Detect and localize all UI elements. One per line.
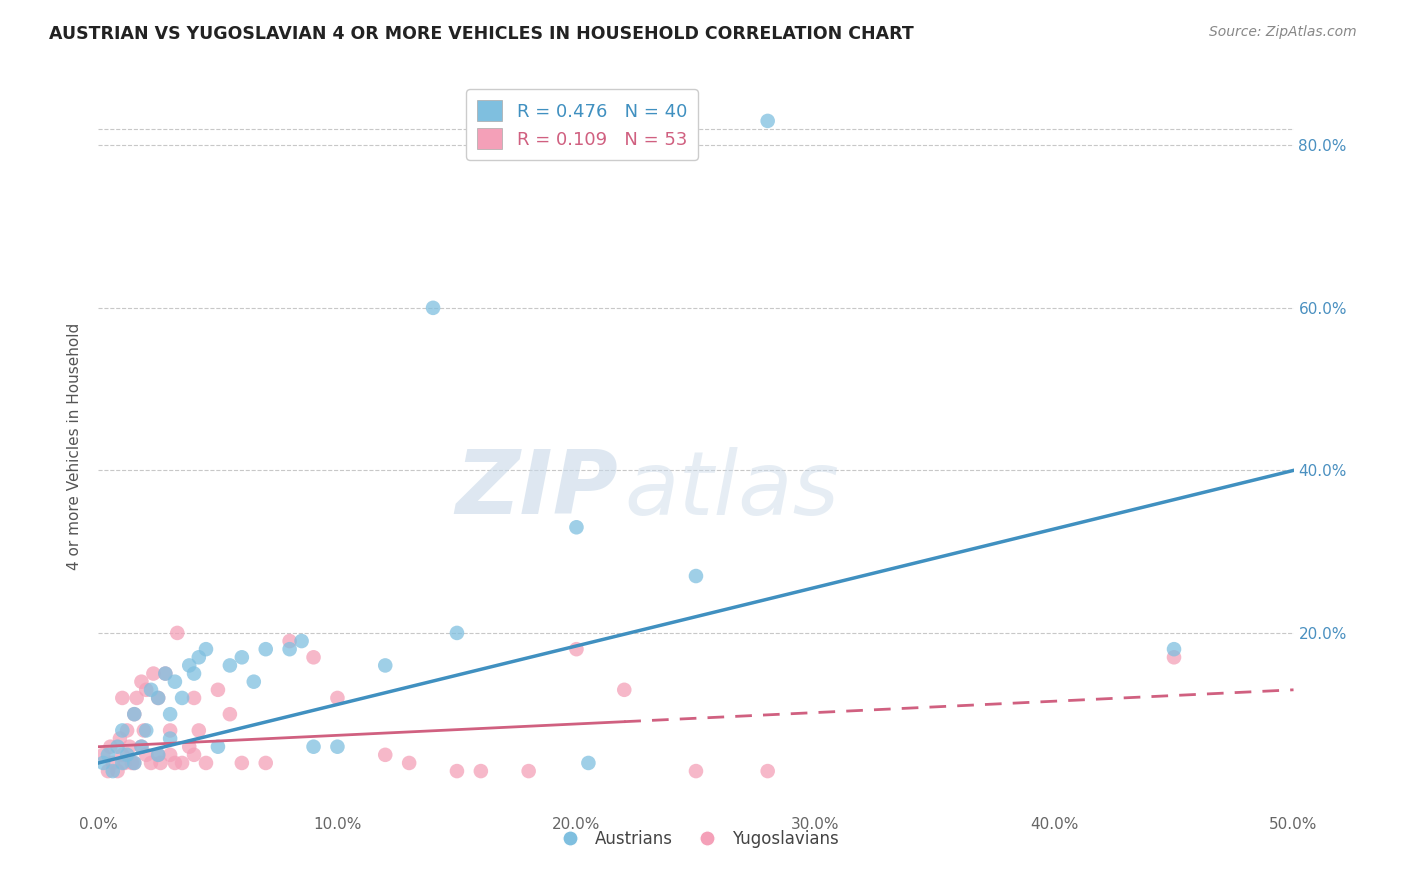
- Point: [685, 764, 707, 778]
- Point: [172, 756, 194, 770]
- Point: [108, 731, 131, 746]
- Point: [207, 739, 229, 754]
- Point: [254, 756, 277, 770]
- Point: [278, 634, 301, 648]
- Point: [187, 650, 209, 665]
- Point: [195, 756, 218, 770]
- Point: [302, 650, 325, 665]
- Point: [131, 674, 153, 689]
- Point: [131, 739, 153, 754]
- Point: [132, 723, 155, 738]
- Point: [139, 682, 162, 697]
- Point: [98, 739, 122, 754]
- Point: [195, 642, 218, 657]
- Point: [121, 756, 143, 770]
- Point: [756, 764, 779, 778]
- Point: [155, 666, 177, 681]
- Point: [179, 739, 201, 754]
- Text: ZIP: ZIP: [456, 446, 619, 533]
- Point: [163, 756, 186, 770]
- Point: [291, 634, 314, 648]
- Point: [155, 666, 177, 681]
- Point: [111, 756, 134, 770]
- Point: [278, 642, 301, 657]
- Point: [187, 723, 209, 738]
- Point: [142, 666, 165, 681]
- Point: [149, 756, 172, 770]
- Point: [148, 747, 170, 762]
- Legend: Austrians, Yugoslavians: Austrians, Yugoslavians: [547, 823, 845, 855]
- Point: [326, 739, 349, 754]
- Point: [446, 764, 468, 778]
- Point: [231, 756, 253, 770]
- Point: [118, 739, 141, 754]
- Point: [148, 747, 170, 762]
- Point: [219, 658, 242, 673]
- Point: [107, 739, 129, 754]
- Point: [446, 626, 468, 640]
- Point: [135, 682, 157, 697]
- Point: [163, 674, 186, 689]
- Point: [114, 756, 136, 770]
- Point: [517, 764, 540, 778]
- Point: [172, 690, 194, 705]
- Point: [231, 650, 253, 665]
- Point: [374, 658, 396, 673]
- Point: [115, 723, 138, 738]
- Point: [470, 764, 492, 778]
- Point: [115, 747, 138, 762]
- Point: [101, 756, 124, 770]
- Point: [422, 301, 444, 315]
- Point: [97, 764, 120, 778]
- Point: [91, 756, 114, 770]
- Point: [159, 723, 181, 738]
- Point: [111, 723, 134, 738]
- Point: [159, 747, 181, 762]
- Point: [124, 707, 146, 722]
- Point: [565, 520, 588, 534]
- Point: [565, 642, 588, 657]
- Point: [91, 747, 114, 762]
- Y-axis label: 4 or more Vehicles in Household: 4 or more Vehicles in Household: [67, 322, 83, 570]
- Point: [148, 690, 170, 705]
- Point: [125, 690, 148, 705]
- Point: [578, 756, 600, 770]
- Point: [124, 756, 146, 770]
- Point: [139, 756, 162, 770]
- Point: [254, 642, 277, 657]
- Point: [131, 739, 153, 754]
- Text: Source: ZipAtlas.com: Source: ZipAtlas.com: [1209, 25, 1357, 39]
- Point: [756, 114, 779, 128]
- Point: [183, 666, 205, 681]
- Point: [135, 747, 157, 762]
- Point: [111, 747, 134, 762]
- Point: [1163, 650, 1185, 665]
- Point: [111, 690, 134, 705]
- Point: [124, 707, 146, 722]
- Point: [685, 569, 707, 583]
- Point: [183, 690, 205, 705]
- Point: [207, 682, 229, 697]
- Point: [166, 626, 188, 640]
- Point: [101, 764, 124, 778]
- Point: [107, 764, 129, 778]
- Point: [302, 739, 325, 754]
- Point: [243, 674, 266, 689]
- Point: [374, 747, 396, 762]
- Point: [159, 707, 181, 722]
- Point: [179, 658, 201, 673]
- Point: [613, 682, 636, 697]
- Point: [219, 707, 242, 722]
- Point: [183, 747, 205, 762]
- Point: [135, 723, 157, 738]
- Point: [159, 731, 181, 746]
- Point: [326, 690, 349, 705]
- Text: atlas: atlas: [624, 447, 839, 533]
- Text: AUSTRIAN VS YUGOSLAVIAN 4 OR MORE VEHICLES IN HOUSEHOLD CORRELATION CHART: AUSTRIAN VS YUGOSLAVIAN 4 OR MORE VEHICL…: [49, 25, 914, 43]
- Point: [1163, 642, 1185, 657]
- Point: [398, 756, 420, 770]
- Point: [148, 690, 170, 705]
- Point: [97, 747, 120, 762]
- Point: [124, 756, 146, 770]
